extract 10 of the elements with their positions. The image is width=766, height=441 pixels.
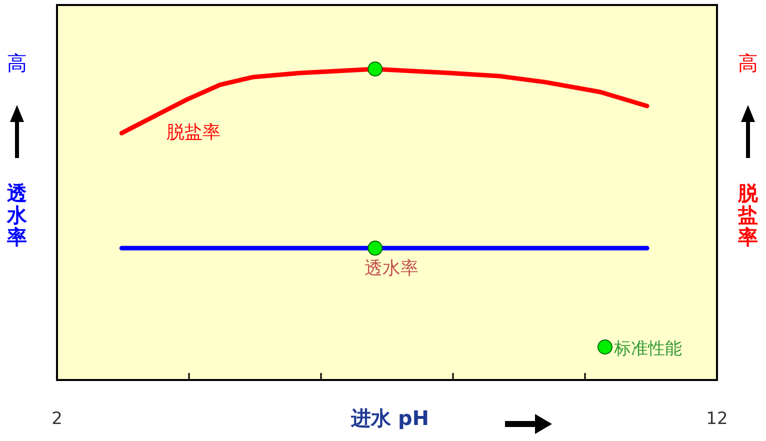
x-axis-title: 进水 pH: [350, 406, 430, 430]
y-axis-title: 透水率: [6, 181, 28, 249]
x-tick-label: 2: [52, 409, 62, 429]
series-label: 透水率: [364, 258, 418, 280]
series-label: 脱盐率: [166, 122, 221, 144]
x-tick-label: 12: [706, 409, 728, 429]
legend-label: 标准性能: [613, 339, 682, 359]
y2-axis-title: 脱盐率: [737, 181, 759, 249]
text: 高: [7, 51, 27, 75]
text: 高: [738, 51, 758, 75]
